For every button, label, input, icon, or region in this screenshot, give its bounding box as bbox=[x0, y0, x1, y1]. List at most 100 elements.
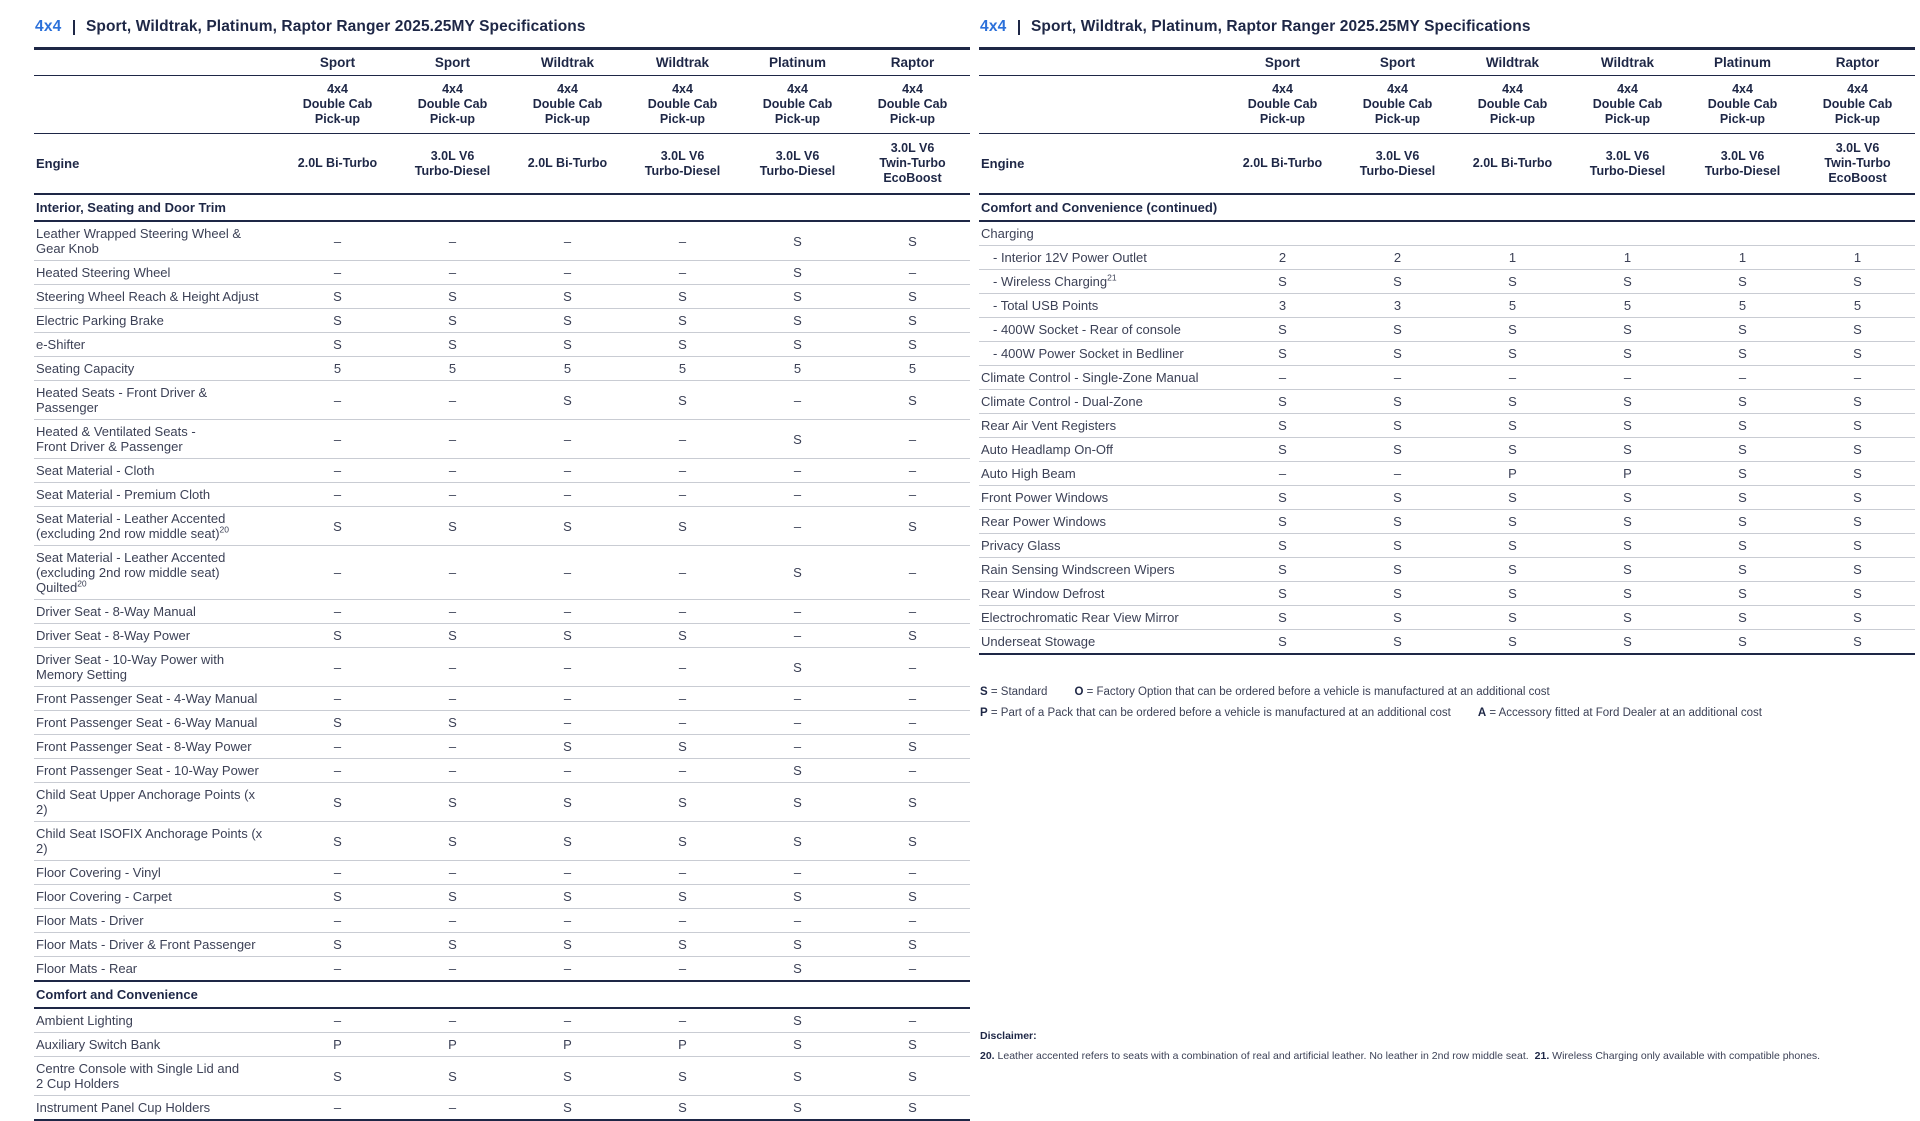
spec-value-cell: S bbox=[1800, 317, 1915, 342]
spec-row: Auto Headlamp On-Off S S S S S S bbox=[979, 437, 1915, 462]
spec-value-cell bbox=[1340, 221, 1455, 246]
engine-cell: 3.0L V6 Turbo-Diesel bbox=[625, 133, 740, 195]
spec-value-cell: – bbox=[280, 419, 395, 459]
spec-value-cell: S bbox=[855, 821, 970, 861]
spec-value-cell: S bbox=[1340, 389, 1455, 414]
section-header-comfort-and-convenience-continued: Comfort and Convenience (continued) bbox=[979, 193, 1915, 222]
spec-value-cell: – bbox=[625, 260, 740, 285]
spec-value-cell: – bbox=[395, 860, 510, 885]
spec-value-cell: – bbox=[740, 710, 855, 735]
spec-value-cell: S bbox=[280, 284, 395, 309]
spec-value-cell bbox=[1225, 221, 1340, 246]
spec-value-cell: – bbox=[395, 545, 510, 600]
spec-value-cell: S bbox=[395, 1056, 510, 1096]
spec-row: Child Seat Upper Anchorage Points (x 2) S… bbox=[34, 782, 970, 822]
spec-value-cell: S bbox=[1455, 629, 1570, 655]
spec-value-cell: S bbox=[1225, 437, 1340, 462]
spec-value-cell: – bbox=[740, 686, 855, 711]
spec-value-cell: S bbox=[510, 308, 625, 333]
spec-value-cell: – bbox=[855, 956, 970, 982]
row-label: - Wireless Charging21 bbox=[979, 269, 1225, 294]
spec-value-cell: – bbox=[1685, 365, 1800, 390]
row-label: Driver Seat - 8-Way Manual bbox=[34, 599, 280, 624]
spec-value-cell: S bbox=[1340, 413, 1455, 438]
spec-value-cell: – bbox=[280, 860, 395, 885]
spec-value-cell: – bbox=[625, 482, 740, 507]
spec-value-cell: S bbox=[855, 734, 970, 759]
row-label: Rear Window Defrost bbox=[979, 581, 1225, 606]
row-label: Driver Seat - 10-Way Power with Memory S… bbox=[34, 647, 280, 687]
spec-value-cell: S bbox=[1340, 557, 1455, 582]
legend-line: S = Standard O = Factory Option that can … bbox=[980, 682, 1915, 703]
spec-value-cell: S bbox=[1455, 581, 1570, 606]
spec-value-cell: S bbox=[1570, 269, 1685, 294]
disclaimer-heading: Disclaimer: bbox=[980, 1030, 1037, 1042]
spec-value-cell: – bbox=[280, 1008, 395, 1033]
spec-row: Electrochromatic Rear View Mirror S S S S S S bbox=[979, 605, 1915, 630]
engine-cell: 3.0L V6 Turbo-Diesel bbox=[740, 133, 855, 195]
spec-value-cell: S bbox=[1800, 413, 1915, 438]
spec-row: Auxiliary Switch Bank P P P P S S bbox=[34, 1032, 970, 1057]
bodystyle-cell: 4x4 Double Cab Pick-up bbox=[1685, 75, 1800, 134]
row-label: Rear Air Vent Registers bbox=[979, 413, 1225, 438]
spec-value-cell: S bbox=[1225, 605, 1340, 630]
spec-value-cell: – bbox=[855, 260, 970, 285]
spec-value-cell: S bbox=[625, 821, 740, 861]
row-label: Heated Seats - Front Driver & Passenger bbox=[34, 380, 280, 420]
legend: S = Standard O = Factory Option that can … bbox=[979, 682, 1915, 724]
spec-value-cell: S bbox=[625, 308, 740, 333]
spec-row: Rear Air Vent Registers S S S S S S bbox=[979, 413, 1915, 438]
engine-cell: 2.0L Bi-Turbo bbox=[280, 133, 395, 195]
section-header-label: Comfort and Convenience bbox=[34, 980, 970, 1009]
bodystyle-cell: 4x4 Double Cab Pick-up bbox=[1340, 75, 1455, 134]
spec-value-cell: S bbox=[855, 623, 970, 648]
spec-value-cell: 5 bbox=[280, 356, 395, 381]
row-label: Seat Material - Leather Accented (exclud… bbox=[34, 545, 280, 600]
row-label: Auxiliary Switch Bank bbox=[34, 1032, 280, 1057]
engine-label: Engine bbox=[34, 133, 280, 195]
spec-value-cell: S bbox=[740, 1095, 855, 1121]
spec-value-cell: S bbox=[395, 821, 510, 861]
spec-value-cell: S bbox=[1340, 581, 1455, 606]
spec-row: Rear Power Windows S S S S S S bbox=[979, 509, 1915, 534]
spec-value-cell: P bbox=[395, 1032, 510, 1057]
row-label: Driver Seat - 8-Way Power bbox=[34, 623, 280, 648]
spec-value-cell: S bbox=[1225, 269, 1340, 294]
spec-value-cell: – bbox=[395, 482, 510, 507]
spec-value-cell: S bbox=[855, 1032, 970, 1057]
row-label: Charging bbox=[979, 221, 1225, 246]
spec-value-cell: – bbox=[395, 686, 510, 711]
legend-line: P = Part of a Pack that can be ordered b… bbox=[980, 703, 1915, 724]
column-header-wildtrak: Wildtrak bbox=[625, 47, 740, 76]
spec-value-cell: – bbox=[855, 686, 970, 711]
column-header-sport: Sport bbox=[1340, 47, 1455, 76]
spec-value-cell: S bbox=[1455, 269, 1570, 294]
row-label: Climate Control - Single-Zone Manual bbox=[979, 365, 1225, 390]
spec-value-cell: S bbox=[855, 221, 970, 261]
spec-value-cell: 2 bbox=[1340, 245, 1455, 270]
row-label: Rain Sensing Windscreen Wipers bbox=[979, 557, 1225, 582]
spec-value-cell: – bbox=[395, 1008, 510, 1033]
spec-row: Auto High Beam – – P P S S bbox=[979, 461, 1915, 486]
spec-value-cell: S bbox=[740, 308, 855, 333]
spec-value-cell: S bbox=[1685, 269, 1800, 294]
spec-value-cell: S bbox=[855, 1095, 970, 1121]
spec-value-cell: – bbox=[1225, 365, 1340, 390]
engine-cell: 3.0L V6 Twin-Turbo EcoBoost bbox=[1800, 133, 1915, 195]
spec-value-cell: 5 bbox=[625, 356, 740, 381]
spec-value-cell: S bbox=[1685, 389, 1800, 414]
spec-value-cell: S bbox=[280, 1056, 395, 1096]
spec-row: Rain Sensing Windscreen Wipers S S S S S S bbox=[979, 557, 1915, 582]
spec-row: Front Passenger Seat - 8-Way Power – – S S – S bbox=[34, 734, 970, 759]
spec-value-cell bbox=[1455, 221, 1570, 246]
bodystyle-cell: 4x4 Double Cab Pick-up bbox=[625, 75, 740, 134]
spec-value-cell: S bbox=[1800, 341, 1915, 366]
spec-value-cell: – bbox=[510, 956, 625, 982]
spec-value-cell: – bbox=[855, 482, 970, 507]
section-header-label: Interior, Seating and Door Trim bbox=[34, 193, 970, 222]
spec-value-cell: S bbox=[1455, 413, 1570, 438]
spec-value-cell: S bbox=[1455, 389, 1570, 414]
section-header-comfort-and-convenience: Comfort and Convenience bbox=[34, 980, 970, 1009]
spec-value-cell: S bbox=[280, 623, 395, 648]
row-label: Floor Covering - Carpet bbox=[34, 884, 280, 909]
